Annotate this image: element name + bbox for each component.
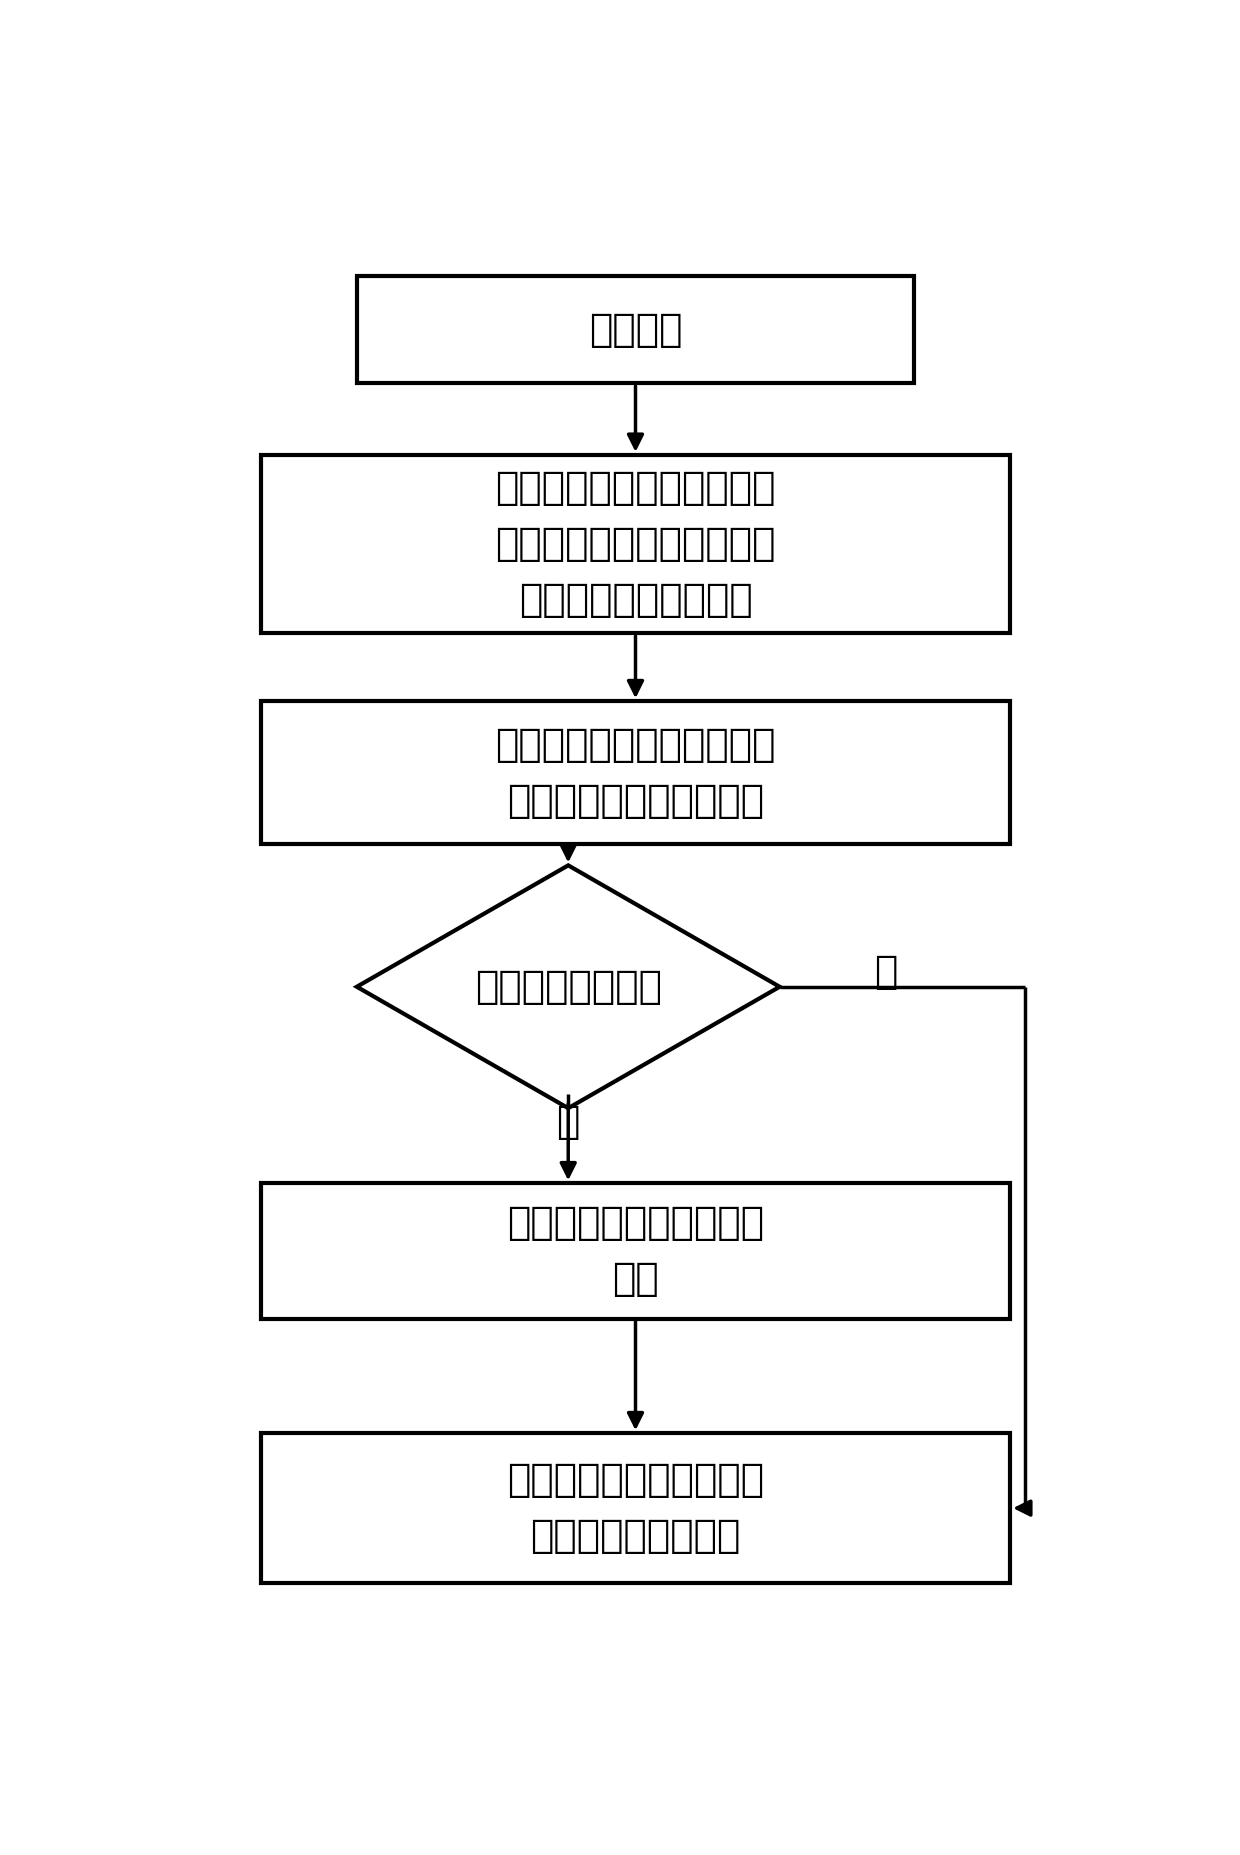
FancyBboxPatch shape xyxy=(260,1183,1011,1319)
Text: 新数据是否到达？: 新数据是否到达？ xyxy=(475,968,662,1005)
Polygon shape xyxy=(357,864,780,1107)
Text: 数据准备: 数据准备 xyxy=(589,312,682,349)
Text: 随机产生权值，形成极限学
习机映射矩阵，将数据映射
到极限学习机特征空间: 随机产生权值，形成极限学 习机映射矩阵，将数据映射 到极限学习机特征空间 xyxy=(495,469,776,620)
Text: 否: 否 xyxy=(874,953,897,991)
FancyBboxPatch shape xyxy=(260,701,1011,844)
Text: 给定初始的训练样本集，获
取极限学习机初始参数值: 给定初始的训练样本集，获 取极限学习机初始参数值 xyxy=(495,725,776,820)
FancyBboxPatch shape xyxy=(357,276,914,384)
FancyBboxPatch shape xyxy=(260,454,1011,633)
FancyBboxPatch shape xyxy=(260,1434,1011,1582)
Text: 是: 是 xyxy=(557,1104,580,1141)
Text: 利用更新后的参数值进行
光刻区条宽精度预测: 利用更新后的参数值进行 光刻区条宽精度预测 xyxy=(507,1462,764,1554)
Text: 对极限学习机参数值进行
更新: 对极限学习机参数值进行 更新 xyxy=(507,1204,764,1298)
